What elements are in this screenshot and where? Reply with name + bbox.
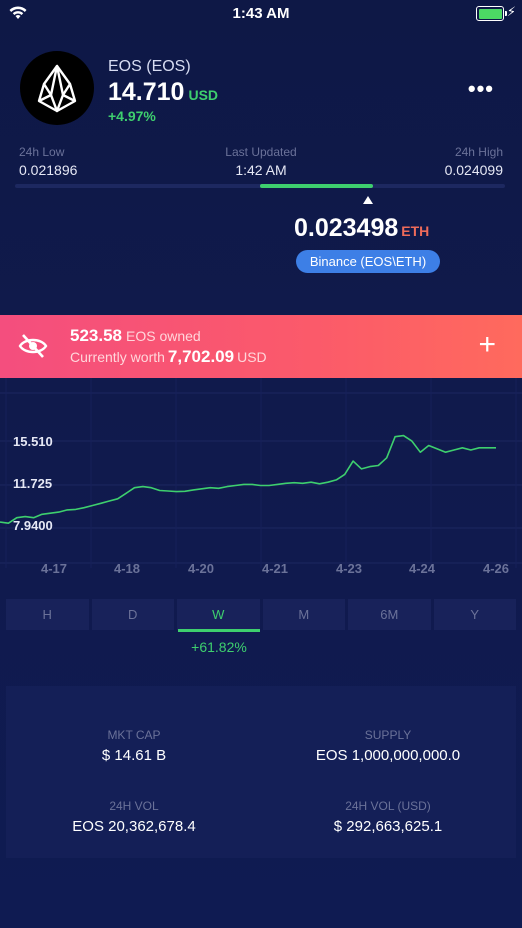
vol-usd-label: 24H VOL (USD) — [345, 799, 431, 813]
active-tab-underline — [178, 629, 260, 632]
y-tick-label: 7.9400 — [13, 518, 53, 533]
owned-label: EOS owned — [126, 328, 201, 344]
tab-w[interactable]: W — [177, 599, 260, 630]
mkt-cap-stat: MKT CAP $ 14.61 B — [14, 728, 254, 764]
vol-usd-value: $ 292,663,625.1 — [333, 818, 443, 835]
supply-stat: SUPPLY EOS 1,000,000,000.0 — [268, 728, 508, 764]
charging-icon: ⚡ — [506, 4, 516, 19]
y-tick-label: 15.510 — [13, 434, 53, 449]
vol-label: 24H VOL — [109, 799, 159, 813]
owned-line: 523.58 EOS owned — [70, 326, 201, 346]
vol-stat: 24H VOL EOS 20,362,678.4 — [14, 799, 254, 835]
x-tick-label: 4-26 — [483, 561, 509, 576]
wifi-icon — [9, 6, 27, 19]
worth-line: Currently worth 7,702.09 USD — [70, 347, 267, 367]
pair-price-row: 0.023498 ETH — [294, 214, 429, 243]
current-price-marker-icon — [362, 196, 373, 204]
x-tick-label: 4-18 — [114, 561, 140, 576]
tab-d[interactable]: D — [91, 599, 174, 630]
high-value: 0.024099 — [444, 162, 503, 178]
price-chart: 15.510 11.725 7.9400 4-17 4-18 4-20 4-21 4-23 4-… — [0, 378, 522, 576]
updated-label: Last Updated — [225, 145, 297, 159]
price-row: 14.710 USD — [108, 78, 218, 107]
status-bar: 1:43 AM ⚡ — [0, 0, 522, 28]
stats-panel: MKT CAP $ 14.61 B SUPPLY EOS 1,000,000,0… — [6, 686, 516, 858]
status-time: 1:43 AM — [232, 5, 290, 22]
x-tick-label: 4-23 — [336, 561, 362, 576]
y-tick-label: 11.725 — [13, 476, 52, 491]
vol-value: EOS 20,362,678.4 — [72, 818, 196, 835]
price-currency: USD — [188, 87, 219, 103]
tab-y[interactable]: Y — [433, 599, 516, 630]
low-value: 0.021896 — [19, 162, 78, 178]
range-fill — [260, 184, 373, 188]
plus-icon[interactable]: + — [478, 328, 496, 361]
updated-value: 1:42 AM — [235, 162, 287, 178]
period-change: +61.82% — [191, 639, 247, 655]
x-tick-label: 4-20 — [188, 561, 214, 576]
coin-price: 14.710 — [108, 78, 185, 106]
eye-off-icon[interactable] — [18, 333, 48, 359]
range-track — [15, 184, 505, 188]
high-label: 24h High — [454, 145, 503, 159]
worth-label: Currently worth — [70, 349, 165, 365]
worth-amount: 7,702.09 — [167, 347, 235, 366]
x-tick-label: 4-17 — [41, 561, 67, 576]
mkt-cap-value: $ 14.61 B — [101, 747, 167, 764]
coin-name: EOS (EOS) — [108, 58, 191, 75]
battery-icon — [476, 6, 507, 21]
tab-h[interactable]: H — [6, 599, 89, 630]
vol-usd-stat: 24H VOL (USD) $ 292,663,625.1 — [268, 799, 508, 835]
time-range-tabs: H D W M 6M Y — [6, 599, 516, 630]
pair-unit: ETH — [401, 223, 430, 239]
x-tick-label: 4-21 — [262, 561, 288, 576]
price-line — [0, 434, 496, 524]
x-tick-label: 4-24 — [409, 561, 436, 576]
supply-label: SUPPLY — [364, 728, 412, 742]
owned-amount: 523.58 — [70, 326, 122, 345]
tab-m[interactable]: M — [262, 599, 345, 630]
supply-value: EOS 1,000,000,000.0 — [315, 747, 461, 764]
tab-6m[interactable]: 6M — [348, 599, 431, 630]
low-label: 24h Low — [19, 145, 65, 159]
mkt-cap-label: MKT CAP — [107, 728, 161, 742]
worth-currency: USD — [237, 349, 267, 365]
holdings-banner: 523.58 EOS owned Currently worth 7,702.09 U… — [0, 315, 522, 378]
more-dots-icon[interactable]: ••• — [467, 76, 494, 101]
eos-logo-icon — [20, 51, 94, 125]
price-change: +4.97% — [108, 108, 156, 124]
exchange-button[interactable]: Binance (EOS\ETH) — [296, 250, 440, 273]
pair-price: 0.023498 — [294, 214, 399, 242]
